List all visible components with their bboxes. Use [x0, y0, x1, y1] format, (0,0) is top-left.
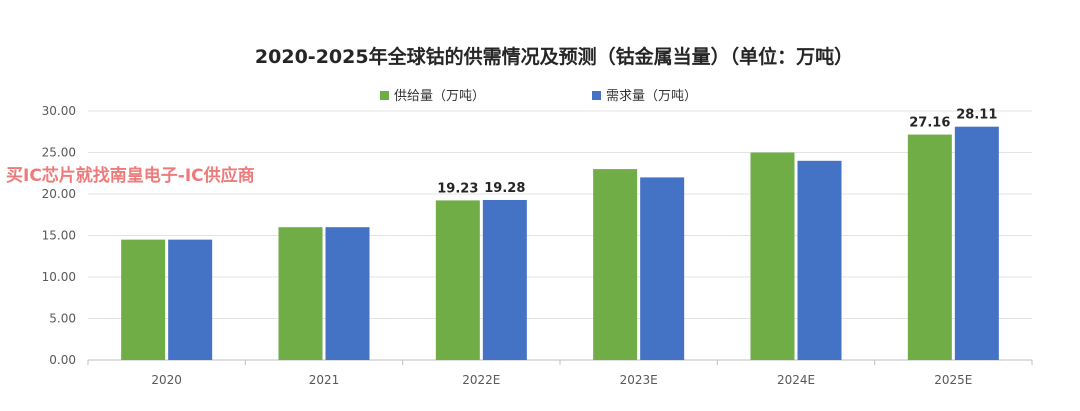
- y-tick-label: 10.00: [42, 270, 76, 284]
- y-tick-label: 0.00: [49, 353, 76, 367]
- bar-demand-2023E: [640, 177, 685, 360]
- bar-demand-2025E: [954, 126, 999, 360]
- bar-demand-2021: [325, 227, 370, 360]
- gridlines: [88, 110, 1032, 361]
- bar-demand-2022E: [482, 199, 527, 360]
- x-tick-label: 2023E: [620, 373, 658, 387]
- y-tick-label: 20.00: [42, 187, 76, 201]
- bar-demand-2024E: [797, 160, 842, 360]
- x-tick-label: 2020: [151, 373, 182, 387]
- bars: [121, 126, 999, 360]
- bar-supply-2022E: [435, 200, 480, 360]
- y-tick-label: 30.00: [42, 104, 76, 118]
- data-label: 27.16: [909, 116, 950, 131]
- data-label: 19.28: [484, 181, 525, 196]
- bar-supply-2025E: [907, 134, 952, 360]
- y-tick-label: 25.00: [42, 146, 76, 160]
- bar-demand-2020: [168, 239, 213, 360]
- legend-label: 供给量（万吨）: [394, 89, 485, 104]
- legend-label: 需求量（万吨）: [606, 89, 697, 104]
- bar-supply-2021: [278, 227, 323, 360]
- x-tick-label: 2024E: [777, 373, 815, 387]
- legend-swatch: [380, 91, 389, 100]
- y-tick-label: 5.00: [49, 312, 76, 326]
- x-tick-label: 2021: [309, 373, 340, 387]
- data-label: 28.11: [956, 108, 997, 123]
- x-tick-label: 2022E: [462, 373, 500, 387]
- y-axis: 0.00 5.00 10.00 15.00 20.00 25.00 30.00: [42, 104, 76, 367]
- data-labels: 19.23 19.28 27.16 28.11: [437, 108, 997, 197]
- y-tick-label: 15.00: [42, 229, 76, 243]
- bar-supply-2024E: [750, 152, 795, 360]
- chart-title: 2020-2025年全球钴的供需情况及预测（钴金属当量）（单位：万吨）: [255, 45, 853, 68]
- watermark-text: 买IC芯片就找南皇电子-IC供应商: [6, 166, 255, 186]
- x-axis: 2020 2021 2022E 2023E 2024E 2025E: [87, 360, 1033, 387]
- legend-swatch: [592, 91, 601, 100]
- bar-supply-2023E: [593, 169, 638, 360]
- bar-supply-2020: [121, 239, 166, 360]
- legend: 供给量（万吨） 需求量（万吨）: [380, 89, 697, 104]
- data-label: 19.23: [437, 181, 478, 196]
- x-tick-label: 2025E: [934, 373, 972, 387]
